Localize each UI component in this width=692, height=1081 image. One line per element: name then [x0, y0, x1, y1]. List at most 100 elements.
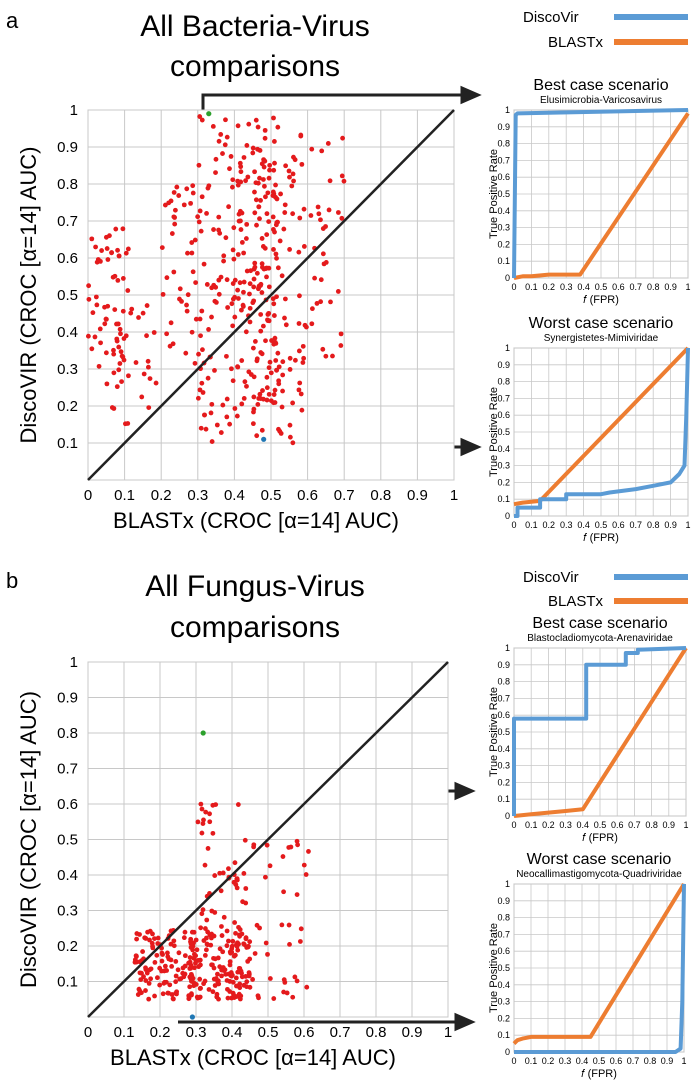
- scatter-fungus-point: [167, 982, 173, 988]
- scatter-fungus-point: [196, 964, 202, 970]
- scatter-bacteria-point: [136, 315, 141, 320]
- scatter-fungus-point: [157, 965, 163, 971]
- scatter-fungus-point: [218, 888, 224, 894]
- scatter-fungus-point: [257, 925, 262, 931]
- roc-b-worst-subtitle: Neocallimastigomycota-Quadriviridae: [516, 869, 682, 880]
- scatter-fungus-point: [221, 968, 226, 973]
- scatter-fungus-point: [282, 979, 288, 985]
- scatter-bacteria-point: [252, 189, 257, 195]
- scatter-bacteria-point: [260, 388, 265, 393]
- scatter-fungus-point: [287, 941, 292, 947]
- scatter-bacteria-point: [107, 233, 112, 239]
- scatter-fungus-point: [165, 950, 170, 956]
- roc-b-worst-x-axis-title: 𝑓 (FPR): [581, 1068, 617, 1080]
- scatter-fungus-point: [188, 945, 194, 950]
- roc-a-worst-y-tick-label: 0: [505, 511, 510, 521]
- scatter-bacteria-point: [105, 303, 111, 309]
- scatter-bacteria-point: [240, 304, 246, 309]
- scatter-fungus-point: [135, 992, 141, 997]
- roc-a-best-y-tick-label: 0.7: [497, 155, 510, 165]
- roc-a-worst-x-tick-label: 0.5: [595, 520, 608, 530]
- roc-b-worst-y-tick-label: 0.9: [497, 896, 510, 906]
- roc-a-best-series-blastx: [513, 112, 690, 280]
- roc-b-worst-y-tick-label: 0.7: [497, 929, 510, 939]
- scatter-fungus-point: [134, 959, 139, 965]
- scatter-bacteria-point: [171, 269, 177, 275]
- scatter-fungus-point: [210, 989, 216, 995]
- scatter-bacteria-point: [111, 406, 117, 411]
- scatter-bacteria-point: [133, 360, 139, 365]
- roc-a-best-y-tick-label: 0.6: [497, 172, 510, 182]
- scatter-bacteria-point: [209, 285, 215, 291]
- roc-b-worst-series-blastx: [512, 882, 686, 1046]
- roc-a-worst-x-tick-label: 0.3: [560, 520, 573, 530]
- scatter-bacteria-point: [265, 190, 271, 196]
- scatter-bacteria-point: [250, 300, 256, 306]
- scatter-fungus-point: [241, 941, 247, 947]
- roc-b-worst-y-tick-label: 0.3: [497, 997, 510, 1007]
- scatter-bacteria-point: [309, 306, 315, 312]
- scatter-bacteria-point: [211, 227, 216, 232]
- arrow-b-best-head: [454, 781, 476, 801]
- scatter-fungus-point: [232, 920, 238, 925]
- roc-a-best-x-tick-label: 0.6: [612, 282, 625, 292]
- scatter-fungus-point: [165, 954, 171, 960]
- scatter-bacteria-point: [318, 277, 324, 283]
- scatter-bacteria-point: [247, 291, 252, 297]
- scatter-bacteria-y-tick-label: 0.4: [57, 324, 78, 341]
- scatter-bacteria-point: [123, 333, 129, 339]
- scatter-bacteria-best-point: [206, 111, 212, 117]
- scatter-bacteria-point: [258, 312, 264, 317]
- roc-a-worst-x-tick-label: 0.8: [647, 520, 660, 530]
- scatter-bacteria-point: [235, 182, 241, 188]
- scatter-bacteria-point: [287, 247, 292, 252]
- scatter-bacteria-point: [197, 114, 203, 119]
- scatter-bacteria-x-tick-label: 0.4: [224, 487, 245, 504]
- roc-b-best-title: Best case scenario: [532, 615, 667, 632]
- scatter-bacteria-point: [231, 256, 237, 262]
- scatter-fungus-point: [154, 975, 160, 981]
- roc-b-worst-y-axis-title: True Positive Rate: [488, 923, 500, 1013]
- roc-a-best-y-tick-label: 0.5: [497, 189, 510, 199]
- scatter-fungus-point: [137, 970, 143, 976]
- roc-b-best-series-blastx: [513, 646, 688, 818]
- scatter-bacteria-point: [190, 269, 196, 275]
- scatter-bacteria-point: [279, 273, 285, 279]
- scatter-bacteria-point: [253, 180, 259, 186]
- scatter-bacteria-point: [172, 221, 178, 227]
- scatter-bacteria-point: [196, 219, 202, 225]
- scatter-bacteria-point: [193, 280, 199, 285]
- scatter-fungus-point: [193, 960, 198, 966]
- scatter-bacteria-point: [192, 360, 198, 366]
- scatter-bacteria-x-tick-label: 0.9: [407, 487, 428, 504]
- scatter-fungus-x-tick-label: 0.4: [222, 1024, 243, 1041]
- scatter-fungus-point: [242, 837, 248, 843]
- scatter-bacteria-point: [204, 210, 209, 216]
- scatter-bacteria-point: [299, 161, 305, 167]
- scatter-bacteria-point: [308, 213, 314, 218]
- scatter-fungus-point: [176, 950, 182, 956]
- scatter-fungus-point: [297, 939, 303, 944]
- scatter-bacteria-point: [250, 150, 256, 156]
- panel-letter-b: b: [6, 568, 18, 593]
- scatter-fungus-x-axis-title: BLASTx (CROC [α=14] AUC): [110, 1045, 396, 1070]
- scatter-fungus-point: [175, 967, 181, 973]
- legend-a: DiscoVir BLASTx: [523, 9, 688, 51]
- scatter-bacteria-point: [283, 163, 289, 169]
- scatter-bacteria-point: [121, 357, 127, 363]
- scatter-bacteria-point: [111, 347, 116, 353]
- scatter-fungus-point: [298, 926, 304, 932]
- scatter-bacteria-point: [192, 237, 198, 243]
- scatter-fungus-point: [159, 950, 165, 956]
- scatter-fungus-point: [162, 963, 168, 969]
- scatter-bacteria-point: [117, 326, 123, 332]
- scatter-bacteria-point: [177, 296, 182, 302]
- scatter-bacteria-point: [291, 178, 296, 184]
- scatter-fungus-point: [143, 978, 149, 983]
- legend-b-discovir-label: DiscoVir: [523, 569, 579, 586]
- scatter-bacteria-point: [290, 400, 296, 406]
- roc-a-worst-y-tick-label: 0.5: [497, 427, 510, 437]
- scatter-fungus-point: [223, 971, 229, 977]
- scatter-bacteria-point: [235, 364, 241, 370]
- scatter-fungus-point: [237, 932, 242, 938]
